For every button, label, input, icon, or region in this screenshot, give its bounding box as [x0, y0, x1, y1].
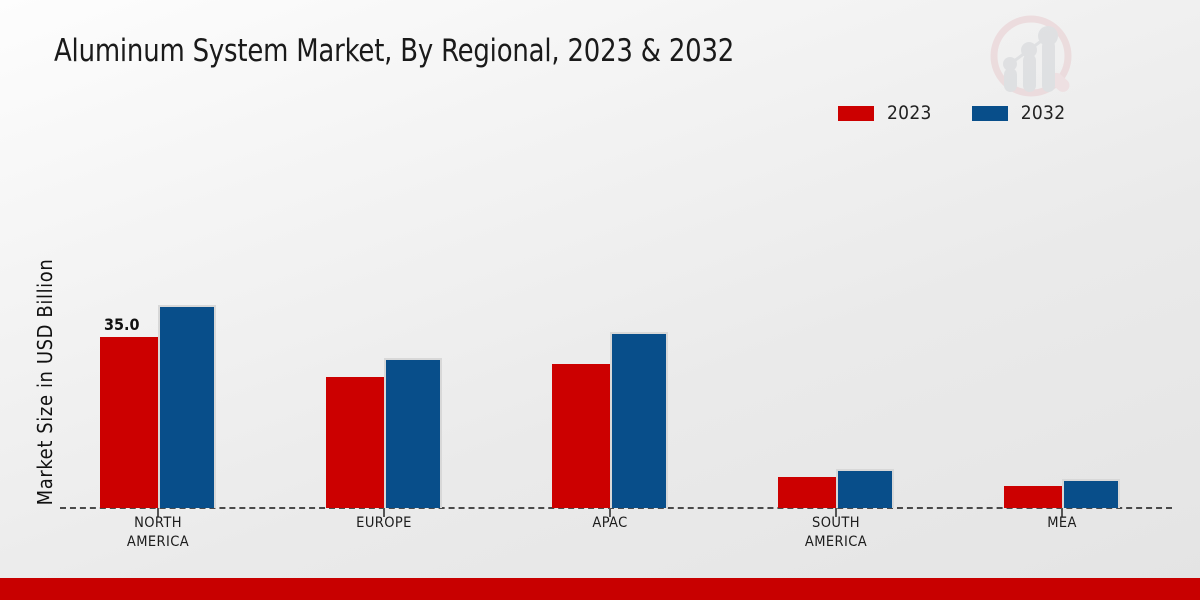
bar-2032-europe[interactable]: [384, 358, 442, 508]
x-axis-tick: [383, 508, 385, 517]
bar-2032-south-america[interactable]: [836, 469, 894, 508]
bar-2023-mea[interactable]: [1004, 486, 1062, 508]
bar-2032-apac[interactable]: [610, 332, 668, 508]
legend-label-2032: 2032: [1020, 102, 1066, 124]
x-axis-tick: [1061, 508, 1063, 517]
x-axis-label-mea: MEA: [1047, 515, 1077, 531]
legend-item-2032[interactable]: 2032: [971, 102, 1066, 124]
x-axis-label-apac: APAC: [592, 515, 628, 531]
x-axis-tick: [157, 508, 159, 517]
x-axis-tick: [835, 508, 837, 517]
bar-2023-apac[interactable]: [552, 364, 610, 508]
legend-label-2023: 2023: [887, 102, 932, 124]
legend-swatch-2032: [971, 106, 1008, 121]
bar-2023-north-america[interactable]: [100, 337, 158, 508]
x-axis-tick: [609, 508, 611, 517]
chart-legend: 2023 2032: [838, 104, 1065, 123]
x-axis-label-south-america: SOUTH AMERICA: [804, 515, 868, 550]
x-axis-baseline: [60, 507, 1172, 509]
x-axis-label-europe: EUROPE: [356, 515, 412, 531]
bar-2023-south-america[interactable]: [778, 477, 836, 508]
legend-item-2023[interactable]: 2023: [838, 104, 932, 123]
bar-2023-europe[interactable]: [326, 377, 384, 508]
legend-swatch-2023: [838, 106, 874, 121]
x-axis-label-north-america: NORTH AMERICA: [126, 515, 190, 550]
chart-title: Aluminum System Market, By Regional, 202…: [54, 33, 735, 69]
value-label-2023-north-america: 35.0: [104, 315, 140, 334]
footer-accent-bar: [0, 578, 1200, 600]
bar-2032-mea[interactable]: [1062, 479, 1120, 508]
bar-2032-north-america[interactable]: [158, 305, 216, 508]
